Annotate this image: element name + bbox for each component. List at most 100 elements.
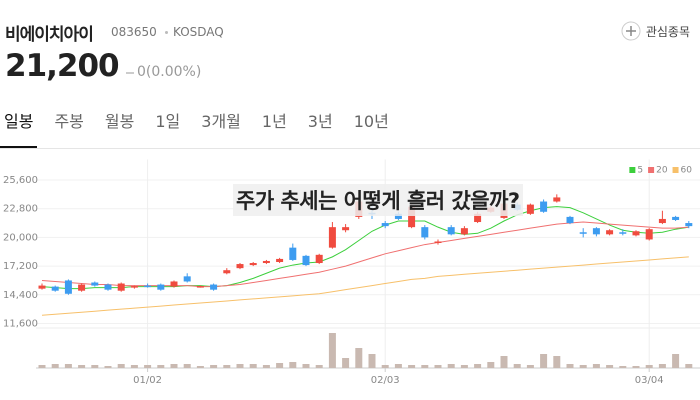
period-tab[interactable]: 주봉 xyxy=(54,112,84,131)
overlay-caption: 주가 추세는 어떻게 흘러 갔을까? xyxy=(233,184,523,216)
volume-bar xyxy=(460,365,468,368)
plus-icon xyxy=(621,21,641,41)
volume-bar xyxy=(672,354,680,368)
volume-bar xyxy=(170,364,178,368)
period-tab[interactable]: 1년 xyxy=(261,112,287,131)
volume-bar xyxy=(223,365,231,368)
candle-body xyxy=(64,280,72,294)
candle-body xyxy=(606,230,614,235)
volume-bar xyxy=(64,364,72,368)
volume-bar xyxy=(130,365,138,368)
y-tick-label: 17,200 xyxy=(3,261,38,272)
period-tab[interactable]: 3년 xyxy=(307,112,333,131)
x-tick-label: 03/04 xyxy=(635,375,664,386)
volume-bar xyxy=(51,364,59,368)
volume-bar xyxy=(540,354,548,368)
candle-body xyxy=(592,228,600,235)
period-tab[interactable]: 월봉 xyxy=(104,112,135,131)
volume-bar xyxy=(144,365,152,368)
volume-bar xyxy=(78,365,86,368)
candle-body xyxy=(262,260,270,264)
flat-icon xyxy=(126,72,134,74)
volume-bar xyxy=(526,365,534,368)
price-change: 0(0.00%) xyxy=(137,64,202,80)
volume-bar xyxy=(104,366,112,368)
candle-body xyxy=(474,213,482,223)
candle-body xyxy=(210,284,218,290)
period-tabs: 일봉 주봉 월봉 1일 3개월 1년 3년 10년 xyxy=(0,108,406,148)
candle-body xyxy=(183,276,191,282)
divider xyxy=(0,148,700,149)
volume-bar xyxy=(210,365,218,368)
y-tick-label: 14,400 xyxy=(3,290,38,301)
volume-bar xyxy=(342,358,350,368)
candle-body xyxy=(408,206,416,228)
candle-body xyxy=(170,281,178,287)
volume-bar xyxy=(355,348,363,368)
legend-swatch xyxy=(629,167,636,173)
volume-bar xyxy=(196,366,204,368)
volume-bar xyxy=(553,356,561,368)
volume-bar xyxy=(315,365,323,368)
price: 21,200 xyxy=(5,48,120,84)
volume-bar xyxy=(408,365,416,368)
legend-label: 5 xyxy=(637,166,643,176)
stock-code: 083650 xyxy=(111,25,157,39)
volume-bar xyxy=(500,356,508,368)
volume-bar xyxy=(157,365,165,368)
candle-body xyxy=(553,197,561,202)
volume-bar xyxy=(236,364,244,368)
candle-body xyxy=(289,247,297,260)
candle-body xyxy=(632,231,640,236)
candle-body xyxy=(566,216,574,224)
candle-body xyxy=(223,270,231,274)
separator-dot xyxy=(165,31,168,34)
ma-line xyxy=(41,256,689,316)
volume-bar xyxy=(262,365,270,368)
x-tick-label: 02/03 xyxy=(371,375,400,386)
y-tick-label: 11,600 xyxy=(3,319,38,330)
volume-bar xyxy=(117,364,125,368)
market: KOSDAQ xyxy=(173,25,224,39)
volume-bar xyxy=(289,362,297,368)
volume-bar xyxy=(592,364,600,368)
candle-body xyxy=(394,213,402,219)
candle-body xyxy=(91,282,99,286)
volume-bar xyxy=(606,365,614,368)
volume-bar xyxy=(328,333,336,368)
candle-body xyxy=(447,227,455,235)
y-tick-label: 25,600 xyxy=(3,175,38,186)
candle-body xyxy=(144,285,152,288)
volume-bar xyxy=(474,364,482,368)
volume-bar xyxy=(394,364,402,368)
period-tab[interactable]: 3개월 xyxy=(201,112,241,131)
volume-bar xyxy=(645,365,653,368)
period-tab[interactable]: 10년 xyxy=(353,112,389,131)
volume-bar xyxy=(566,364,574,368)
volume-bar xyxy=(685,364,693,368)
x-tick-label: 01/02 xyxy=(133,375,162,386)
period-tab[interactable]: 일봉 xyxy=(0,108,38,148)
candle-body xyxy=(328,227,336,248)
candle-body xyxy=(117,283,125,291)
volume-bar xyxy=(276,363,284,368)
volume-bar xyxy=(434,365,442,368)
volume-bar xyxy=(619,366,627,368)
candle-body xyxy=(685,223,693,227)
volume-bar xyxy=(632,366,640,368)
volume-bar xyxy=(368,354,376,368)
candle-body xyxy=(579,232,587,234)
candle-body xyxy=(619,232,627,234)
candle-body xyxy=(236,264,244,269)
legend-label: 20 xyxy=(656,166,668,176)
candle-body xyxy=(196,286,204,288)
candle-body xyxy=(645,229,653,240)
candle-body xyxy=(51,286,59,291)
candle-body xyxy=(157,284,165,290)
period-tab[interactable]: 1일 xyxy=(155,112,181,131)
candle-body xyxy=(78,284,86,291)
candle-body xyxy=(421,227,429,238)
ma-line xyxy=(41,206,689,290)
volume-bar xyxy=(381,365,389,368)
favorite-button[interactable]: 관심종목 xyxy=(621,20,690,42)
